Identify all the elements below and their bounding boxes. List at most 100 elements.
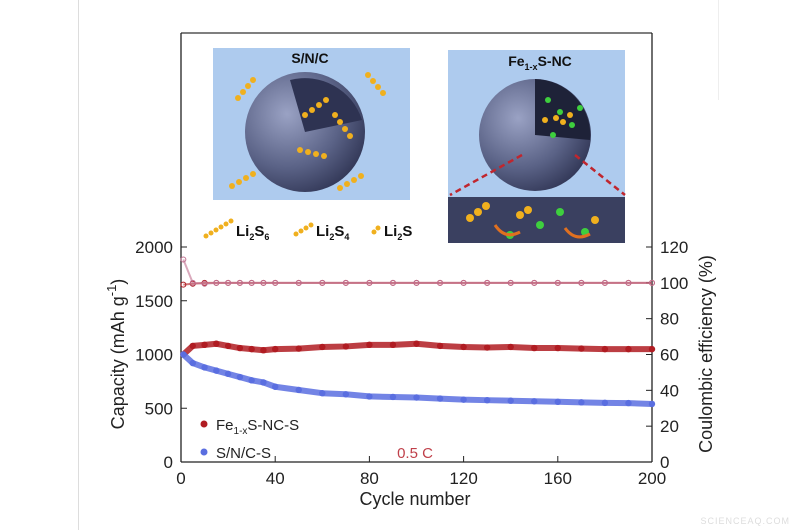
data-point	[460, 279, 467, 286]
x-tick-label: 120	[449, 469, 477, 488]
rate-annotation: 0.5 C	[397, 445, 433, 462]
data-point	[460, 343, 467, 351]
zoom-line-left	[449, 153, 523, 197]
data-point	[483, 344, 491, 351]
y-axis-title: Capacity (mAh g-1)	[104, 279, 128, 430]
legend-li2s4: Li2S4	[316, 223, 349, 242]
page-divider-right	[718, 0, 719, 100]
data-point	[295, 279, 302, 286]
data-point	[272, 345, 279, 353]
data-point	[389, 393, 397, 401]
data-point	[578, 399, 585, 406]
x-tick-label: 200	[638, 469, 666, 488]
data-point	[224, 370, 232, 378]
polysulfide-chains	[229, 72, 386, 191]
x-tick-label: 80	[360, 469, 379, 488]
legend-li2s: Li2S	[384, 223, 412, 242]
data-point	[554, 398, 561, 405]
legend-marker-snc	[200, 448, 208, 456]
data-point	[201, 280, 208, 287]
page-divider	[78, 0, 79, 530]
y-tick-label: 0	[164, 453, 173, 472]
y-tick-label: 500	[145, 399, 173, 418]
legend-label-fes: Fe1-xS-NC-S	[216, 417, 299, 437]
y2-axis-title: Coulombic efficiency (%)	[696, 255, 716, 453]
data-point	[189, 279, 196, 286]
y2-tick-label: 0	[660, 453, 669, 472]
ticks: 0 40 80 120 160 20005001000150020000204060801…	[135, 238, 688, 488]
data-point	[578, 345, 585, 352]
data-point	[483, 396, 491, 404]
y2-tick-label: 80	[660, 310, 679, 329]
data-point	[507, 343, 514, 351]
data-point	[625, 399, 632, 407]
data-point	[460, 396, 467, 403]
data-point	[625, 279, 632, 286]
data-point	[180, 256, 187, 263]
legend-li2s6: Li2S6	[236, 223, 269, 242]
data-point	[189, 359, 196, 367]
species-legend: Li2S6 Li2S4 Li2S	[203, 218, 412, 242]
data-point	[601, 345, 609, 353]
data-point	[213, 340, 220, 347]
data-point	[342, 279, 349, 286]
data-point	[236, 344, 244, 352]
catalyst-particles	[545, 97, 583, 138]
data-point	[366, 393, 373, 400]
data-point	[248, 279, 255, 286]
data-point	[224, 342, 232, 350]
inset-snc: S/N/C	[213, 48, 410, 200]
data-point	[625, 345, 632, 353]
data-point	[295, 386, 302, 394]
data-point	[648, 345, 656, 353]
data-point	[201, 341, 208, 349]
data-point	[531, 398, 538, 405]
y2-tick-label: 60	[660, 346, 679, 365]
data-point	[484, 279, 491, 286]
legend-marker-fes	[200, 420, 208, 428]
data-point	[248, 377, 255, 384]
y-tick-label: 2000	[135, 238, 173, 257]
conversion-arrow-icon	[563, 227, 591, 239]
data-point	[180, 281, 187, 288]
fes-cutaway	[535, 79, 591, 140]
data-point	[507, 279, 514, 286]
data-point	[531, 344, 538, 352]
data-point	[189, 342, 196, 350]
data-point	[437, 279, 444, 286]
data-point	[436, 342, 444, 350]
data-point	[648, 400, 656, 408]
data-point	[213, 279, 220, 286]
data-point	[295, 345, 302, 352]
data-point	[649, 279, 655, 286]
data-point	[389, 279, 396, 286]
x-tick-label: 160	[544, 469, 572, 488]
chart-legend: Fe1-xS-NC-S S/N/C-S	[200, 417, 299, 462]
y-tick-label: 1000	[135, 346, 173, 365]
data-point	[260, 347, 267, 354]
zoom-line-right	[574, 154, 626, 196]
x-tick-label: 0	[176, 469, 185, 488]
data-point	[507, 397, 514, 404]
data-point	[272, 279, 279, 286]
y2-tick-label: 100	[660, 274, 688, 293]
y2-tick-label: 120	[660, 238, 688, 257]
x-tick-label: 40	[266, 469, 285, 488]
data-point	[389, 341, 397, 349]
conversion-arrow-icon	[493, 224, 521, 237]
data-point	[248, 345, 255, 353]
watermark: SCIENCEAQ.COM	[700, 516, 790, 526]
data-point	[342, 343, 350, 350]
data-point	[180, 351, 187, 358]
y2-tick-label: 20	[660, 417, 679, 436]
data-marks	[180, 256, 656, 408]
x-axis-title: Cycle number	[359, 489, 470, 509]
data-point	[554, 344, 561, 352]
data-point	[342, 391, 350, 398]
y2-tick-label: 40	[660, 381, 679, 400]
data-point	[578, 279, 585, 286]
data-point	[531, 279, 538, 286]
data-point	[319, 343, 326, 351]
data-point	[319, 279, 326, 286]
